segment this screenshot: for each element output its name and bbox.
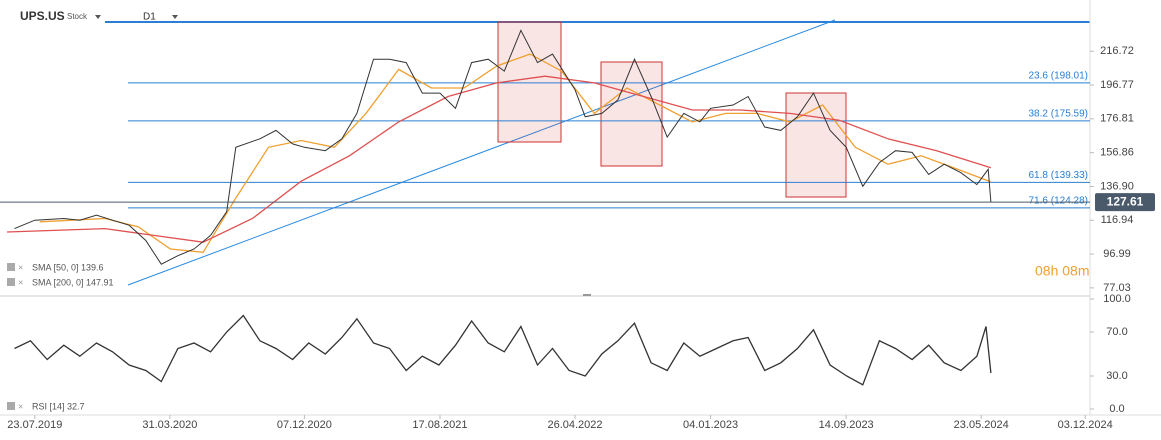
- dropdown-arrow[interactable]: [172, 15, 178, 19]
- y-tick-label: 70.0: [1106, 326, 1127, 338]
- fib-label: 71.6 (124.28): [1029, 195, 1089, 206]
- highlight-box: [600, 61, 663, 167]
- timeframe[interactable]: D1: [143, 12, 156, 23]
- fib-label: 38.2 (175.59): [1029, 109, 1089, 120]
- last-price-box: [1095, 193, 1155, 212]
- trend-line: [127, 19, 836, 286]
- y-tick-label: 216.72: [1100, 45, 1134, 57]
- y-tick-label: 0.0: [1109, 403, 1124, 415]
- legend-icon[interactable]: [7, 263, 15, 271]
- x-tick-label: 03.12.2024: [1058, 419, 1113, 431]
- dropdown-arrow[interactable]: [95, 15, 101, 19]
- price-line: [14, 29, 992, 265]
- legend-entry: SMA [50, 0] 139.6: [32, 262, 104, 272]
- legend-entry: SMA [200, 0] 147.91: [32, 277, 114, 287]
- legend-close[interactable]: ×: [18, 262, 23, 272]
- y-tick-label: 176.81: [1100, 113, 1134, 125]
- highlight-box: [497, 21, 562, 143]
- y-tick-label: 116.94: [1101, 214, 1134, 226]
- x-tick-label: 26.04.2022: [547, 419, 602, 431]
- y-tick-label: 136.90: [1100, 180, 1134, 192]
- x-tick-label: 31.03.2020: [142, 419, 197, 431]
- legend-icon[interactable]: [7, 402, 15, 410]
- symbol[interactable]: UPS.US: [20, 9, 65, 23]
- y-tick-label: 30.0: [1106, 370, 1127, 382]
- legend-icon[interactable]: [7, 278, 15, 286]
- highlight-box: [785, 92, 847, 198]
- fib-label: 23.6 (198.01): [1029, 71, 1089, 82]
- indicator-line: [6, 75, 992, 243]
- fib-label: 61.8 (139.33): [1029, 170, 1089, 181]
- x-tick-label: 17.08.2021: [412, 419, 467, 431]
- legend-close[interactable]: ×: [18, 277, 23, 287]
- indicator-line: [39, 53, 992, 253]
- x-tick-label: 04.01.2023: [683, 419, 738, 431]
- x-tick-label: 23.07.2019: [7, 419, 62, 431]
- y-tick-label: 100.0: [1103, 293, 1131, 305]
- y-tick-label: 77.03: [1103, 282, 1131, 294]
- candle-countdown: 08h 08m: [1035, 263, 1089, 279]
- x-tick-label: 23.05.2024: [954, 419, 1009, 431]
- last-price-label: 127.61: [1107, 194, 1144, 208]
- x-tick-label: 07.12.2020: [277, 419, 332, 431]
- y-tick-label: 156.86: [1100, 147, 1134, 159]
- y-tick-label: 96.99: [1103, 248, 1131, 260]
- x-tick-label: 14.09.2023: [819, 419, 874, 431]
- legend-close[interactable]: ×: [18, 401, 23, 411]
- y-tick-label: 196.77: [1100, 79, 1134, 91]
- indicator-line: [14, 314, 992, 386]
- instrument-type: Stock: [67, 12, 88, 21]
- legend-entry: RSI [14] 32.7: [32, 401, 85, 411]
